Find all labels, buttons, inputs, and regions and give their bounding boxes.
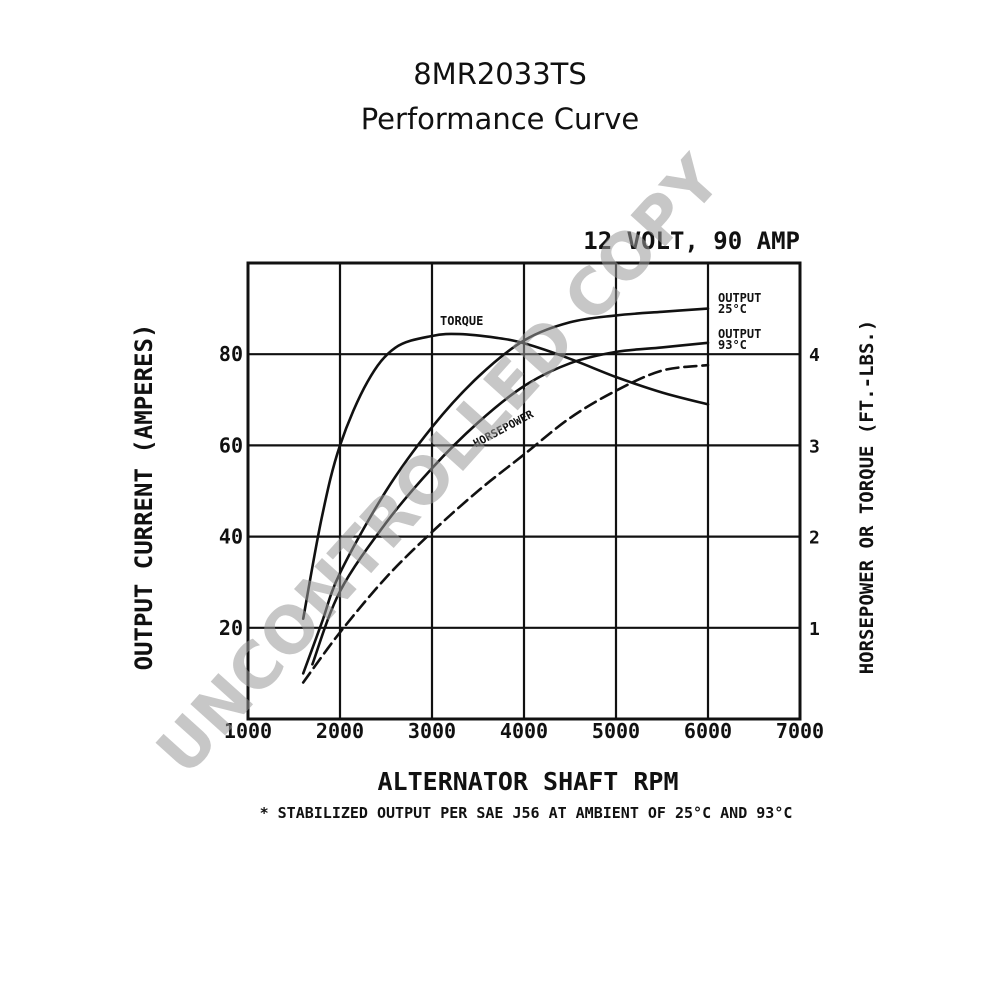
grid	[246, 261, 802, 721]
x-tick-label: 5000	[592, 719, 640, 743]
chart-title: 8MR2033TS	[413, 57, 587, 91]
y2-tick-label: 4	[809, 345, 820, 366]
x-tick-label: 2000	[316, 719, 364, 743]
y-tick-label: 20	[219, 616, 243, 640]
footnote: * STABILIZED OUTPUT PER SAE J56 AT AMBIE…	[260, 804, 793, 822]
x-tick-label: 6000	[684, 719, 732, 743]
y2-tick-label: 2	[809, 528, 820, 549]
x-tick-label: 7000	[776, 719, 824, 743]
x-tick-label: 1000	[224, 719, 272, 743]
series-line-horsepower	[301, 363, 710, 684]
series-label-torque: TORQUE	[440, 314, 483, 328]
series-line-output-93-c	[311, 341, 710, 666]
series-group	[301, 307, 710, 684]
series-label-output-93-c: OUTPUT 93°C	[718, 327, 761, 352]
series-label-output-25-c: OUTPUT 25°C	[718, 291, 761, 316]
y-tick-label: 60	[219, 433, 243, 457]
watermark: UNCONTROLLED COPY	[143, 142, 736, 789]
y-tick-label: 40	[219, 525, 243, 549]
chart-subtitle: Performance Curve	[360, 102, 640, 136]
x-axis-label: ALTERNATOR SHAFT RPM	[377, 767, 678, 796]
labels-group: 1000 2000 3000 4000 5000 6000 7000 20 40 60 80 1 2 3 4…	[219, 291, 824, 743]
spec-label: 12 VOLT, 90 AMP	[583, 227, 800, 255]
y2-tick-label: 3	[809, 436, 820, 457]
y2-axis-label: HORSEPOWER OR TORQUE (FT.-LBS.)	[856, 320, 878, 675]
series-line-output-25-c	[301, 307, 710, 675]
x-tick-label: 3000	[408, 719, 456, 743]
y-axis-label: OUTPUT CURRENT (AMPERES)	[130, 324, 158, 671]
y-tick-label: 80	[219, 342, 243, 366]
series-line-torque	[301, 332, 710, 620]
y2-tick-label: 1	[809, 619, 820, 640]
x-tick-label: 4000	[500, 719, 548, 743]
